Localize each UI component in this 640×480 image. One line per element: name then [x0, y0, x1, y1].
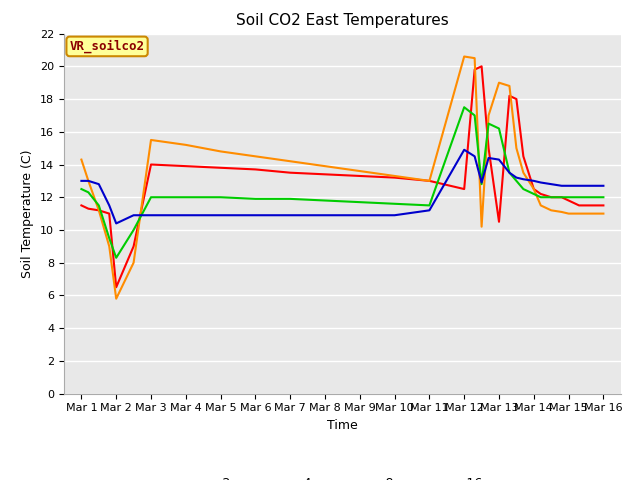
Legend: -2cm, -4cm, -8cm, -16cm: -2cm, -4cm, -8cm, -16cm [178, 472, 507, 480]
Text: VR_soilco2: VR_soilco2 [70, 40, 145, 53]
Title: Soil CO2 East Temperatures: Soil CO2 East Temperatures [236, 13, 449, 28]
X-axis label: Time: Time [327, 419, 358, 432]
Y-axis label: Soil Temperature (C): Soil Temperature (C) [22, 149, 35, 278]
